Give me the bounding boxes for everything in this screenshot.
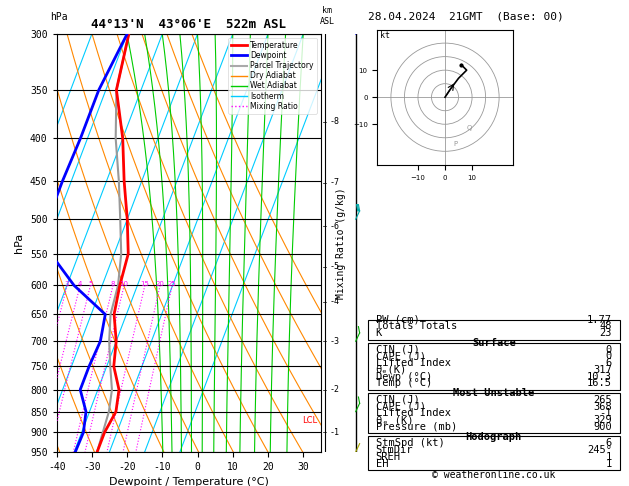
Text: 245°: 245° — [587, 445, 612, 455]
Text: 4: 4 — [78, 281, 82, 287]
Text: Lifted Index: Lifted Index — [376, 408, 450, 418]
Text: km
ASL: km ASL — [320, 6, 335, 26]
Text: 1: 1 — [606, 452, 612, 462]
Text: PW (cm): PW (cm) — [376, 315, 420, 325]
Text: 1.77: 1.77 — [587, 315, 612, 325]
Title: 44°13'N  43°06'E  522m ASL: 44°13'N 43°06'E 522m ASL — [91, 18, 286, 32]
Bar — [368, 393, 620, 434]
Bar — [368, 319, 620, 340]
Text: 0: 0 — [606, 351, 612, 362]
Text: LCL: LCL — [302, 416, 317, 425]
Legend: Temperature, Dewpoint, Parcel Trajectory, Dry Adiabat, Wet Adiabat, Isotherm, Mi: Temperature, Dewpoint, Parcel Trajectory… — [228, 38, 317, 114]
Text: Surface: Surface — [472, 338, 516, 348]
Text: CAPE (J): CAPE (J) — [376, 351, 425, 362]
Text: 23: 23 — [599, 328, 612, 338]
Text: SREH: SREH — [376, 452, 401, 462]
Text: Dewp (°C): Dewp (°C) — [376, 372, 431, 382]
Text: Temp (°C): Temp (°C) — [376, 379, 431, 388]
Bar — [368, 343, 620, 390]
Text: Mixing Ratio (g/kg): Mixing Ratio (g/kg) — [337, 187, 346, 299]
Text: θₑ(K): θₑ(K) — [376, 365, 407, 375]
Text: K: K — [376, 328, 382, 338]
Text: 317: 317 — [593, 365, 612, 375]
Text: StmSpd (kt): StmSpd (kt) — [376, 438, 444, 449]
Text: Hodograph: Hodograph — [465, 432, 522, 442]
Text: -1: -1 — [330, 428, 340, 437]
Text: 10.3: 10.3 — [587, 372, 612, 382]
Text: 265: 265 — [593, 395, 612, 405]
Text: 5: 5 — [88, 281, 92, 287]
Text: 10: 10 — [120, 281, 128, 287]
Text: -6: -6 — [330, 222, 340, 231]
Text: Lifted Index: Lifted Index — [376, 358, 450, 368]
Text: 329: 329 — [593, 415, 612, 425]
Text: 48: 48 — [599, 321, 612, 331]
Text: 1: 1 — [606, 459, 612, 469]
Text: 28.04.2024  21GMT  (Base: 00): 28.04.2024 21GMT (Base: 00) — [367, 11, 564, 21]
Text: © weatheronline.co.uk: © weatheronline.co.uk — [432, 470, 555, 480]
Text: CIN (J): CIN (J) — [376, 345, 420, 355]
Text: CAPE (J): CAPE (J) — [376, 401, 425, 412]
Text: Totals Totals: Totals Totals — [376, 321, 457, 331]
Y-axis label: hPa: hPa — [14, 233, 25, 253]
Text: kt: kt — [380, 31, 390, 40]
Text: hPa: hPa — [50, 12, 68, 22]
Text: 6: 6 — [606, 438, 612, 449]
Text: Q: Q — [467, 124, 472, 131]
Text: -2: -2 — [330, 385, 340, 394]
Text: -1: -1 — [599, 408, 612, 418]
Text: EH: EH — [376, 459, 388, 469]
Text: StmDir: StmDir — [376, 445, 413, 455]
X-axis label: Dewpoint / Temperature (°C): Dewpoint / Temperature (°C) — [109, 477, 269, 486]
Text: θₑ (K): θₑ (K) — [376, 415, 413, 425]
Text: -8: -8 — [330, 117, 340, 126]
Text: Most Unstable: Most Unstable — [453, 388, 535, 399]
Text: 900: 900 — [593, 422, 612, 432]
Text: 6: 6 — [606, 358, 612, 368]
Text: 3: 3 — [65, 281, 69, 287]
Text: 0: 0 — [606, 345, 612, 355]
Text: CIN (J): CIN (J) — [376, 395, 420, 405]
Text: -4: -4 — [330, 297, 340, 306]
Text: 8: 8 — [111, 281, 115, 287]
Text: -5: -5 — [330, 262, 340, 271]
Text: -7: -7 — [330, 178, 340, 187]
Text: -3: -3 — [330, 337, 340, 346]
Text: 20: 20 — [155, 281, 165, 287]
Text: 25: 25 — [168, 281, 177, 287]
Text: 16.5: 16.5 — [587, 379, 612, 388]
Text: Pressure (mb): Pressure (mb) — [376, 422, 457, 432]
Bar — [368, 436, 620, 470]
Text: 15: 15 — [140, 281, 149, 287]
Text: P: P — [453, 141, 457, 147]
Text: 368: 368 — [593, 401, 612, 412]
